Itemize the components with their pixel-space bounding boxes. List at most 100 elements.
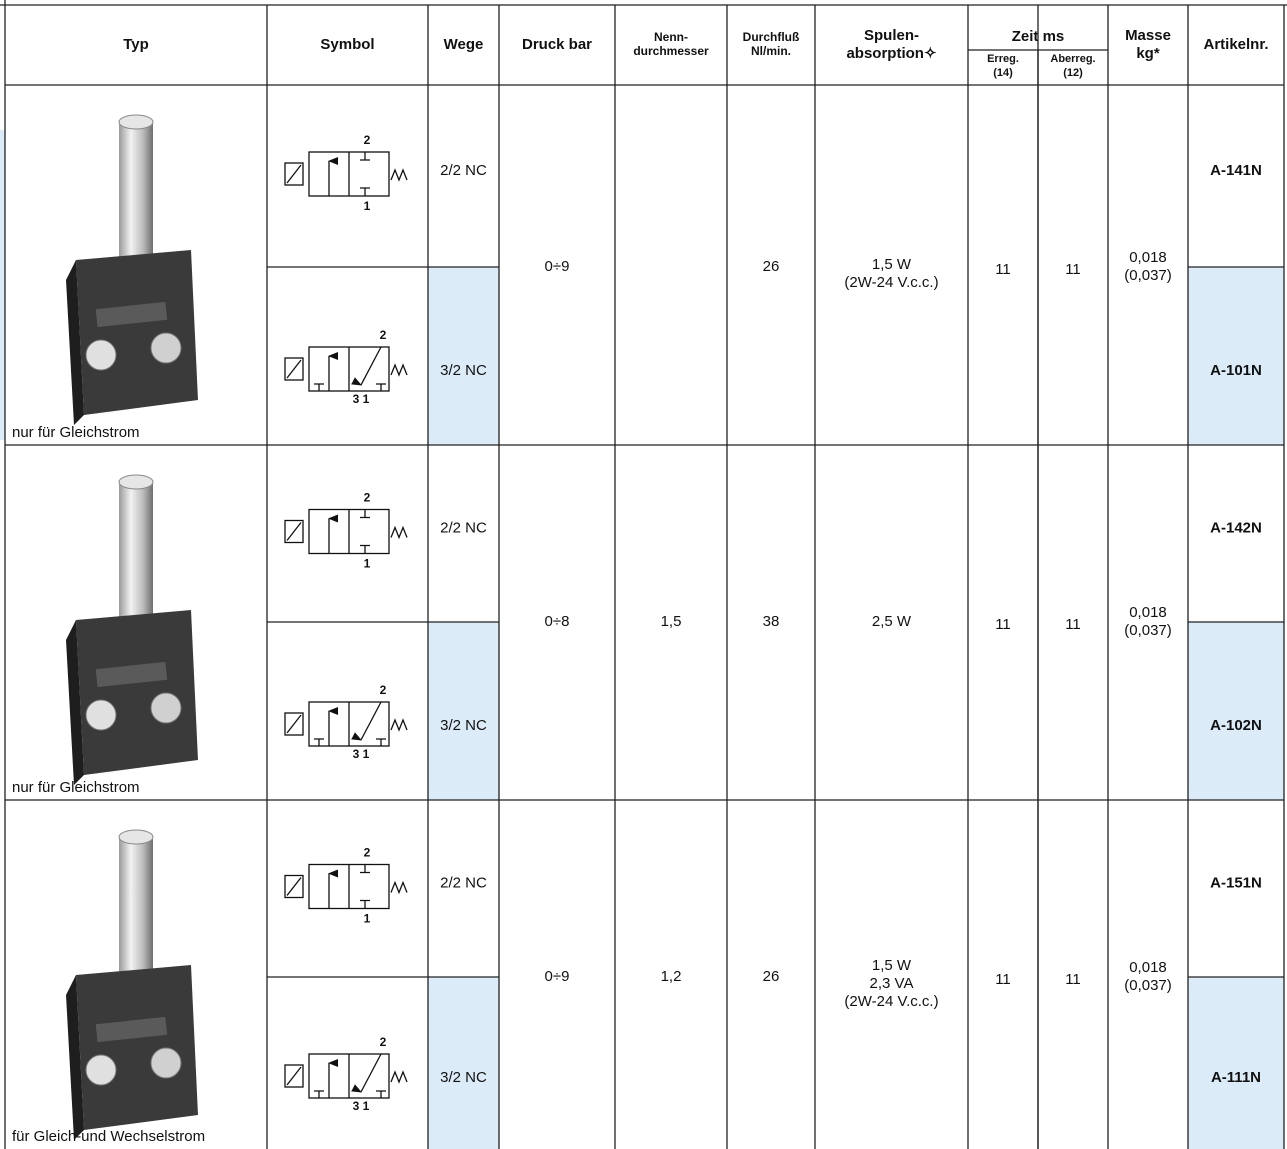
valve-screw — [85, 1054, 117, 1086]
valve-stem — [119, 120, 153, 270]
port-label: 1 — [364, 912, 371, 926]
port-label: 3 1 — [353, 747, 370, 761]
solenoid-diag — [286, 877, 302, 896]
column-header: Spulen- — [864, 27, 919, 44]
valve-side — [66, 620, 84, 785]
wege: 2/2 NC — [440, 162, 487, 179]
type-caption: für Gleich-und Wechselstrom — [12, 1128, 205, 1145]
column-header: Nenn- — [654, 30, 688, 44]
valve-label — [95, 1016, 168, 1043]
wege: 2/2 NC — [440, 874, 487, 891]
highlight-cell — [1188, 622, 1284, 800]
port-label: 2 — [380, 683, 387, 697]
cell-text: 2,5 W — [872, 613, 912, 630]
cell-text: 11 — [995, 616, 1011, 633]
cell-text: 11 — [1065, 971, 1081, 988]
cell-text: 26 — [763, 968, 780, 985]
highlight-cell — [428, 977, 499, 1149]
valve-cap — [118, 114, 154, 130]
port-label: 1 — [364, 199, 371, 213]
article-number: A-151N — [1210, 874, 1262, 891]
highlight-cell — [1188, 267, 1284, 445]
cell-text: 0÷8 — [545, 613, 570, 630]
cell-text: (0,037) — [1124, 622, 1172, 639]
cell-text: 1,2 — [661, 968, 682, 985]
type-caption: nur für Gleichstrom — [12, 424, 140, 441]
valve-cap — [118, 829, 154, 845]
port-label: 2 — [380, 1035, 387, 1049]
port-label: 1 — [364, 557, 371, 571]
cell-text: 11 — [995, 261, 1011, 278]
solenoid — [284, 874, 304, 899]
flow-arrow — [351, 346, 382, 386]
port-label: 2 — [364, 846, 371, 860]
valve-body — [76, 250, 198, 415]
column-header: Typ — [123, 36, 149, 53]
highlight-cell — [428, 267, 499, 445]
wege: 3/2 NC — [440, 362, 487, 379]
article-number: A-111N — [1211, 1069, 1261, 1086]
cell-text: 26 — [763, 258, 780, 275]
sub-header: (12) — [1063, 67, 1083, 79]
spring — [390, 1070, 408, 1084]
port-label: 2 — [364, 491, 371, 505]
spring — [390, 880, 408, 895]
valve-label — [95, 661, 168, 688]
sub-header: Aberreg. — [1050, 53, 1095, 65]
article-number: A-102N — [1210, 717, 1262, 734]
cell-text: 11 — [1065, 616, 1081, 633]
highlight-cell — [428, 622, 499, 800]
cell-text: 1,5 W — [872, 957, 912, 974]
cell-text: 38 — [763, 613, 780, 630]
article-number: A-141N — [1210, 162, 1262, 179]
solenoid — [284, 357, 304, 381]
cell-text: 1,5 W — [872, 256, 912, 273]
solenoid-diag — [286, 522, 302, 541]
solenoid-diag — [286, 1066, 302, 1086]
valve-label — [95, 301, 168, 328]
cell-text: 0÷9 — [545, 258, 570, 275]
wege: 3/2 NC — [440, 1069, 487, 1086]
port-stop — [314, 1090, 386, 1098]
article-number: A-142N — [1210, 519, 1262, 536]
valve-body — [76, 610, 198, 775]
article-number: A-101N — [1210, 362, 1262, 379]
column-header: Zeit ms — [1012, 28, 1065, 45]
flow-arrow — [351, 1053, 382, 1093]
column-header: Masse — [1125, 27, 1171, 44]
highlight-cell — [1188, 977, 1284, 1149]
cell-text: 11 — [995, 971, 1011, 988]
valve-body — [76, 965, 198, 1130]
valve-side — [66, 975, 84, 1140]
sub-header: (14) — [993, 67, 1013, 79]
cell-text: 0,018 — [1129, 959, 1167, 976]
valve-stem — [119, 480, 153, 630]
spring — [390, 168, 408, 182]
cell-text: 11 — [1065, 261, 1081, 278]
spring — [390, 363, 408, 377]
cell-text: (0,037) — [1124, 977, 1172, 994]
valve-symbol: 2 3 1 — [284, 328, 408, 406]
cell-text: (2W-24 V.c.c.) — [844, 274, 938, 291]
port-stop — [360, 509, 370, 554]
valve-symbol: 21 — [284, 491, 408, 571]
cell-text: (0,037) — [1124, 267, 1172, 284]
cell-text: (2W-24 V.c.c.) — [844, 993, 938, 1010]
flow-arrow — [351, 701, 382, 741]
wege: 3/2 NC — [440, 717, 487, 734]
spring — [390, 718, 408, 732]
solenoid-diag — [286, 714, 302, 734]
wege: 2/2 NC — [440, 519, 487, 536]
valve-cap — [118, 474, 154, 490]
column-header: absorption✧ — [846, 45, 936, 62]
type-caption: nur für Gleichstrom — [12, 779, 140, 796]
cell-text: 0,018 — [1129, 249, 1167, 266]
column-header: durchmesser — [633, 44, 709, 58]
column-header: kg* — [1136, 45, 1160, 62]
port-label: 2 — [364, 133, 371, 147]
valve-photo — [66, 474, 198, 785]
port-label: 2 — [380, 328, 387, 342]
cell-text: 2,3 VA — [870, 975, 914, 992]
port-label: 3 1 — [353, 1099, 370, 1113]
